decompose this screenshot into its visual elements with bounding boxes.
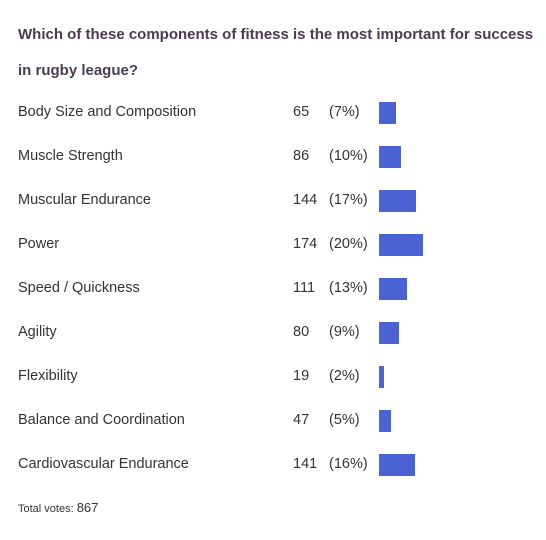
option-label: Flexibility: [18, 368, 78, 384]
option-label: Balance and Coordination: [18, 412, 185, 428]
option-vote-count: 144: [293, 192, 318, 208]
poll-option-agility: Agility 80 (9%): [0, 311, 546, 355]
option-vote-count: 19: [293, 368, 310, 384]
total-votes-label: Total votes:: [18, 503, 74, 515]
poll-options: Body Size and Composition 65 (7%) Muscle…: [0, 91, 546, 487]
option-result-bar: [379, 278, 407, 300]
poll-option-power: Power 174 (20%): [0, 223, 546, 267]
poll-option-muscular-endurance: Muscular Endurance 144 (17%): [0, 179, 546, 223]
option-percent: (20%): [329, 236, 368, 252]
option-label: Muscular Endurance: [18, 192, 151, 208]
option-percent: (17%): [329, 192, 368, 208]
option-result-bar: [379, 190, 416, 212]
option-percent: (16%): [329, 456, 368, 472]
option-vote-count: 80: [293, 324, 310, 340]
option-label: Body Size and Composition: [18, 104, 197, 120]
poll-option-body-size: Body Size and Composition 65 (7%): [0, 91, 546, 135]
option-result-bar: [379, 410, 391, 432]
poll-option-flexibility: Flexibility 19 (2%): [0, 355, 546, 399]
option-percent: (10%): [329, 148, 368, 164]
option-result-bar: [379, 146, 401, 168]
poll-option-cardiovascular-endurance: Cardiovascular Endurance 141 (16%): [0, 443, 546, 487]
total-votes-count: 867: [76, 500, 99, 515]
option-vote-count: 141: [293, 456, 318, 472]
option-percent: (9%): [329, 324, 360, 340]
option-label: Power: [18, 236, 60, 252]
option-label: Cardiovascular Endurance: [18, 456, 189, 472]
option-vote-count: 111: [293, 280, 316, 296]
option-result-bar: [379, 454, 415, 476]
option-vote-count: 86: [293, 148, 310, 164]
option-result-bar: [379, 234, 423, 256]
option-percent: (13%): [329, 280, 368, 296]
option-percent: (5%): [329, 412, 360, 428]
poll-option-speed-quickness: Speed / Quickness 111 (13%): [0, 267, 546, 311]
option-label: Muscle Strength: [18, 148, 123, 164]
total-votes: Total votes: 867: [18, 500, 98, 515]
option-result-bar: [379, 102, 396, 124]
option-result-bar: [379, 322, 399, 344]
option-vote-count: 47: [293, 412, 310, 428]
option-label: Speed / Quickness: [18, 280, 140, 296]
option-percent: (7%): [329, 104, 360, 120]
poll-option-muscle-strength: Muscle Strength 86 (10%): [0, 135, 546, 179]
poll-question: Which of these components of fitness is …: [18, 26, 534, 79]
option-vote-count: 65: [293, 104, 310, 120]
poll-option-balance-coordination: Balance and Coordination 47 (5%): [0, 399, 546, 443]
option-label: Agility: [18, 324, 57, 340]
option-vote-count: 174: [293, 236, 318, 252]
option-result-bar: [379, 366, 384, 388]
option-percent: (2%): [329, 368, 360, 384]
